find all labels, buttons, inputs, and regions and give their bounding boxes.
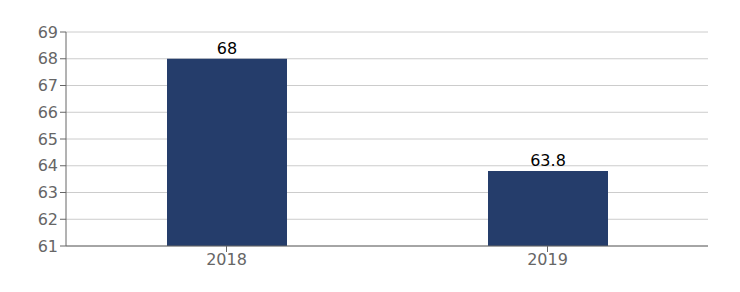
- svg-text:63: 63: [38, 183, 58, 202]
- svg-text:68: 68: [217, 39, 237, 58]
- svg-text:2019: 2019: [527, 250, 568, 269]
- svg-text:61: 61: [38, 237, 58, 256]
- svg-text:66: 66: [38, 103, 58, 122]
- svg-text:2018: 2018: [206, 250, 247, 269]
- svg-text:67: 67: [38, 76, 58, 95]
- svg-text:68: 68: [38, 49, 58, 68]
- svg-text:62: 62: [38, 210, 58, 229]
- svg-text:69: 69: [38, 23, 58, 42]
- svg-text:65: 65: [38, 130, 58, 149]
- svg-text:63.8: 63.8: [530, 151, 566, 170]
- svg-text:64: 64: [38, 156, 58, 175]
